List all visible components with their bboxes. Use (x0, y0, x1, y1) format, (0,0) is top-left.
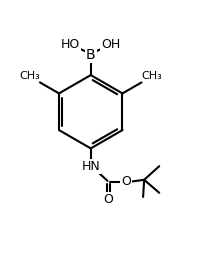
Text: HN: HN (81, 160, 100, 173)
Text: CH₃: CH₃ (19, 71, 40, 81)
Text: O: O (104, 192, 114, 206)
Text: O: O (121, 176, 131, 188)
Text: B: B (86, 48, 95, 62)
Text: OH: OH (101, 38, 120, 51)
Text: CH₃: CH₃ (142, 71, 162, 81)
Text: HO: HO (61, 38, 80, 51)
